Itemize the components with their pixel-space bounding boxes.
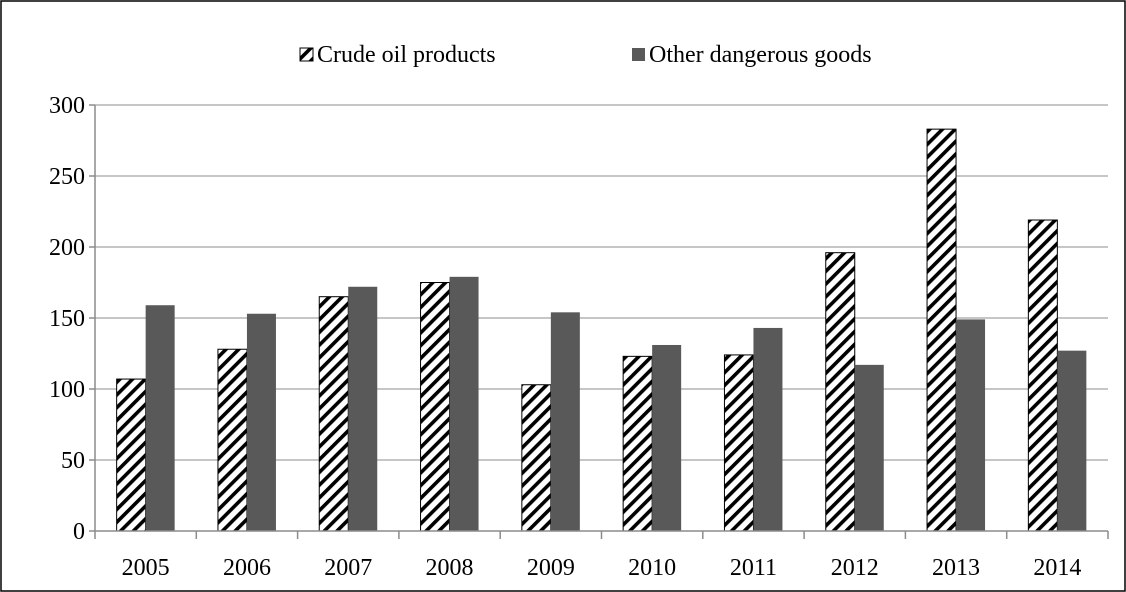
bar-crude-oil-products <box>420 282 451 532</box>
bar-crude-oil-products <box>217 348 248 532</box>
x-tick-labels: 2005 2006 2007 2008 2009 2010 2011 2012 2013 2014 <box>122 555 1082 581</box>
x-tick-label: 2011 <box>730 555 777 581</box>
y-tick-label: 300 <box>49 93 85 119</box>
x-tick-label: 2008 <box>426 555 474 581</box>
y-tick-label: 200 <box>49 235 85 261</box>
legend-label-other-dangerous-goods: Other dangerous goods <box>649 42 872 68</box>
x-tick-label: 2009 <box>527 555 575 581</box>
bar-crude-oil-products <box>318 296 349 532</box>
legend-swatch-crude-oil-products <box>299 47 314 62</box>
x-tick-label: 2005 <box>122 555 170 581</box>
y-tick-label: 100 <box>49 377 85 403</box>
x-tick-label: 2010 <box>628 555 676 581</box>
bar-other-dangerous-goods <box>753 327 783 531</box>
bars <box>116 128 1087 532</box>
x-tick-label: 2013 <box>932 555 980 581</box>
bar-other-dangerous-goods <box>246 313 276 531</box>
bar-crude-oil-products <box>116 378 147 532</box>
bar-crude-oil-products <box>723 354 754 532</box>
x-tick-label: 2007 <box>324 555 372 581</box>
bar-crude-oil-products <box>825 252 856 532</box>
bar-crude-oil-products <box>926 128 957 532</box>
bar-crude-oil-products <box>622 355 653 532</box>
x-tick-label: 2006 <box>223 555 271 581</box>
y-tick-label: 250 <box>49 164 85 190</box>
bar-other-dangerous-goods <box>1057 350 1087 531</box>
bar-other-dangerous-goods <box>449 276 479 531</box>
y-tick-labels: 0 50 100 150 200 250 300 <box>49 93 85 545</box>
y-tick-label: 150 <box>49 306 85 332</box>
y-tick-label: 50 <box>61 448 85 474</box>
bar-other-dangerous-goods <box>854 364 884 531</box>
bar-crude-oil-products <box>1027 219 1058 532</box>
axes <box>89 104 1109 539</box>
legend-swatch-other-dangerous-goods <box>632 48 645 61</box>
bar-other-dangerous-goods <box>550 312 580 531</box>
bar-other-dangerous-goods <box>652 344 682 531</box>
x-tick-label: 2014 <box>1033 555 1081 581</box>
bar-other-dangerous-goods <box>348 286 378 531</box>
legend: Crude oil products Other dangerous goods <box>299 42 872 68</box>
bar-other-dangerous-goods <box>956 319 986 531</box>
bar-other-dangerous-goods <box>145 305 175 531</box>
legend-label-crude-oil-products: Crude oil products <box>317 42 496 68</box>
y-tick-label: 0 <box>73 519 85 545</box>
x-tick-label: 2012 <box>831 555 879 581</box>
bar-crude-oil-products <box>521 384 552 532</box>
